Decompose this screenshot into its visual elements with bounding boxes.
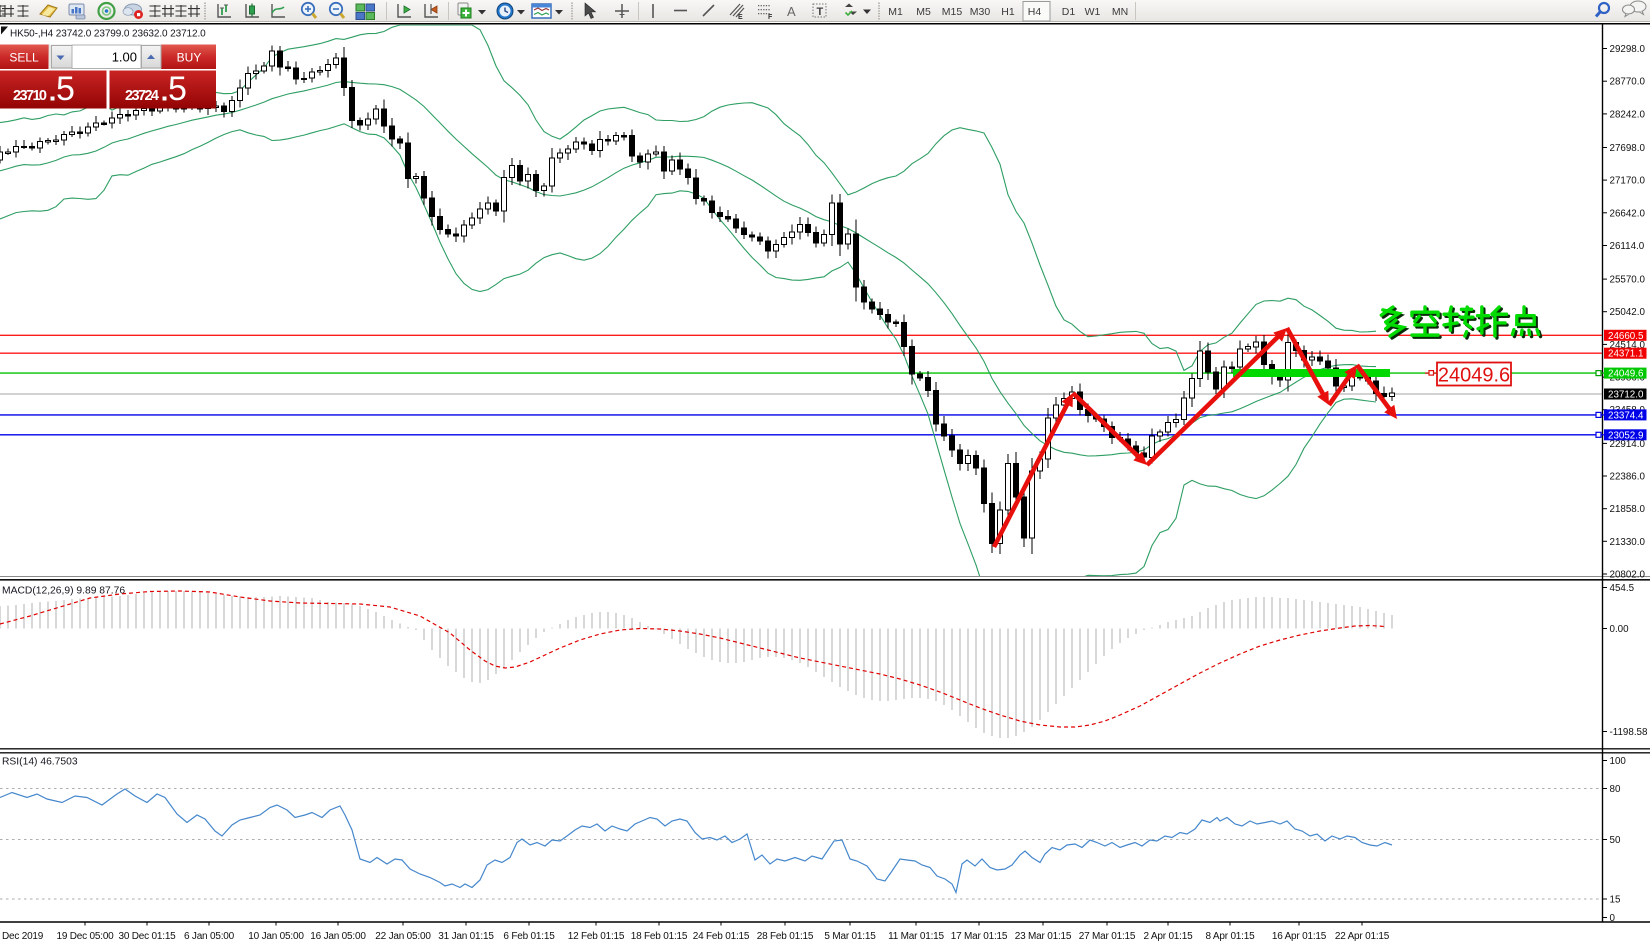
svg-text:1.00: 1.00 (112, 50, 137, 65)
svg-text:25570.0: 25570.0 (1610, 275, 1646, 286)
svg-text:29298.0: 29298.0 (1610, 44, 1646, 55)
svg-text:23374.4: 23374.4 (1608, 410, 1644, 421)
svg-text:24049.6: 24049.6 (1608, 369, 1644, 380)
svg-text:18 Feb 01:15: 18 Feb 01:15 (631, 931, 688, 942)
svg-text:HK50-,H4 23742.0 23799.0 2363: HK50-,H4 23742.0 23799.0 23632.0 23712.0 (10, 29, 206, 40)
svg-text:27698.0: 27698.0 (1610, 143, 1646, 154)
svg-text:5: 5 (168, 70, 187, 108)
svg-text:5: 5 (56, 70, 75, 108)
svg-text:50: 50 (1610, 835, 1621, 846)
svg-text:RSI(14) 46.7503: RSI(14) 46.7503 (2, 757, 78, 768)
svg-text:27170.0: 27170.0 (1610, 176, 1646, 187)
svg-text:24514.0: 24514.0 (1610, 340, 1646, 351)
svg-text:D1: D1 (1062, 6, 1076, 18)
svg-text:24 Feb 01:15: 24 Feb 01:15 (693, 931, 750, 942)
svg-text:27 Mar 01:15: 27 Mar 01:15 (1079, 931, 1136, 942)
svg-text:16 Jan 05:00: 16 Jan 05:00 (310, 931, 366, 942)
svg-text:E: E (738, 14, 743, 21)
svg-text:24660.5: 24660.5 (1608, 331, 1644, 342)
svg-text:26114.0: 26114.0 (1610, 241, 1645, 252)
svg-text:MACD(12,26,9) 9.89 87.76: MACD(12,26,9) 9.89 87.76 (2, 586, 125, 597)
svg-text:20802.0: 20802.0 (1610, 570, 1646, 581)
svg-text:17 Mar 01:15: 17 Mar 01:15 (951, 931, 1008, 942)
svg-text:M30: M30 (970, 6, 991, 18)
svg-text:28770.0: 28770.0 (1610, 77, 1646, 88)
svg-text:22 Apr 01:15: 22 Apr 01:15 (1335, 931, 1390, 942)
svg-text:23052.9: 23052.9 (1608, 430, 1643, 441)
svg-text:2 Apr 01:15: 2 Apr 01:15 (1144, 931, 1194, 942)
svg-text:80: 80 (1610, 784, 1621, 795)
svg-text:24371.1: 24371.1 (1608, 349, 1643, 360)
svg-text:0: 0 (1610, 913, 1616, 924)
svg-text:BUY: BUY (177, 51, 202, 65)
svg-text:16 Apr 01:15: 16 Apr 01:15 (1272, 931, 1327, 942)
svg-text:M5: M5 (916, 6, 931, 18)
svg-text:8 Apr 01:15: 8 Apr 01:15 (1206, 931, 1256, 942)
svg-text:19 Dec 05:00: 19 Dec 05:00 (56, 931, 114, 942)
svg-text:0.00: 0.00 (1610, 624, 1630, 635)
svg-text:21330.0: 21330.0 (1610, 537, 1646, 548)
svg-text:10 Jan 05:00: 10 Jan 05:00 (248, 931, 304, 942)
svg-text:30 Dec 01:15: 30 Dec 01:15 (118, 931, 176, 942)
svg-text:23 Mar 01:15: 23 Mar 01:15 (1015, 931, 1072, 942)
svg-text:-1198.58: -1198.58 (1610, 727, 1648, 738)
svg-text:26642.0: 26642.0 (1610, 208, 1646, 219)
svg-text:454.5: 454.5 (1610, 583, 1635, 594)
svg-text:H1: H1 (1001, 6, 1015, 18)
svg-text:25042.0: 25042.0 (1610, 307, 1646, 318)
svg-text:W1: W1 (1085, 6, 1101, 18)
svg-text:6 Feb 01:15: 6 Feb 01:15 (503, 931, 555, 942)
svg-text:SELL: SELL (9, 51, 39, 65)
svg-text:A: A (787, 4, 796, 19)
svg-text:24049.6: 24049.6 (1438, 365, 1510, 387)
svg-text:MN: MN (1112, 6, 1128, 18)
svg-text:11 Mar 01:15: 11 Mar 01:15 (888, 931, 944, 942)
svg-text:15: 15 (1610, 895, 1621, 906)
svg-text:M15: M15 (942, 6, 963, 18)
svg-text:28 Feb 01:15: 28 Feb 01:15 (757, 931, 814, 942)
svg-text:22 Jan 05:00: 22 Jan 05:00 (375, 931, 431, 942)
svg-text:23710: 23710 (13, 88, 47, 104)
svg-text:23712.0: 23712.0 (1608, 390, 1644, 401)
svg-text:22386.0: 22386.0 (1610, 472, 1646, 483)
svg-text:21858.0: 21858.0 (1610, 504, 1646, 515)
svg-text:F: F (768, 14, 773, 21)
svg-text:6 Jan 05:00: 6 Jan 05:00 (184, 931, 235, 942)
svg-text:5 Mar 01:15: 5 Mar 01:15 (824, 931, 876, 942)
svg-text:28242.0: 28242.0 (1610, 109, 1646, 120)
svg-text:22914.0: 22914.0 (1610, 439, 1646, 450)
svg-text:M1: M1 (888, 6, 903, 18)
svg-text:100: 100 (1610, 756, 1627, 767)
svg-text:3 Dec 2019: 3 Dec 2019 (0, 931, 44, 942)
svg-text:H4: H4 (1028, 6, 1042, 18)
svg-text:31 Jan 01:15: 31 Jan 01:15 (438, 931, 494, 942)
svg-text:T: T (817, 6, 824, 18)
svg-text:12 Feb 01:15: 12 Feb 01:15 (568, 931, 625, 942)
svg-text:23724: 23724 (125, 88, 159, 104)
